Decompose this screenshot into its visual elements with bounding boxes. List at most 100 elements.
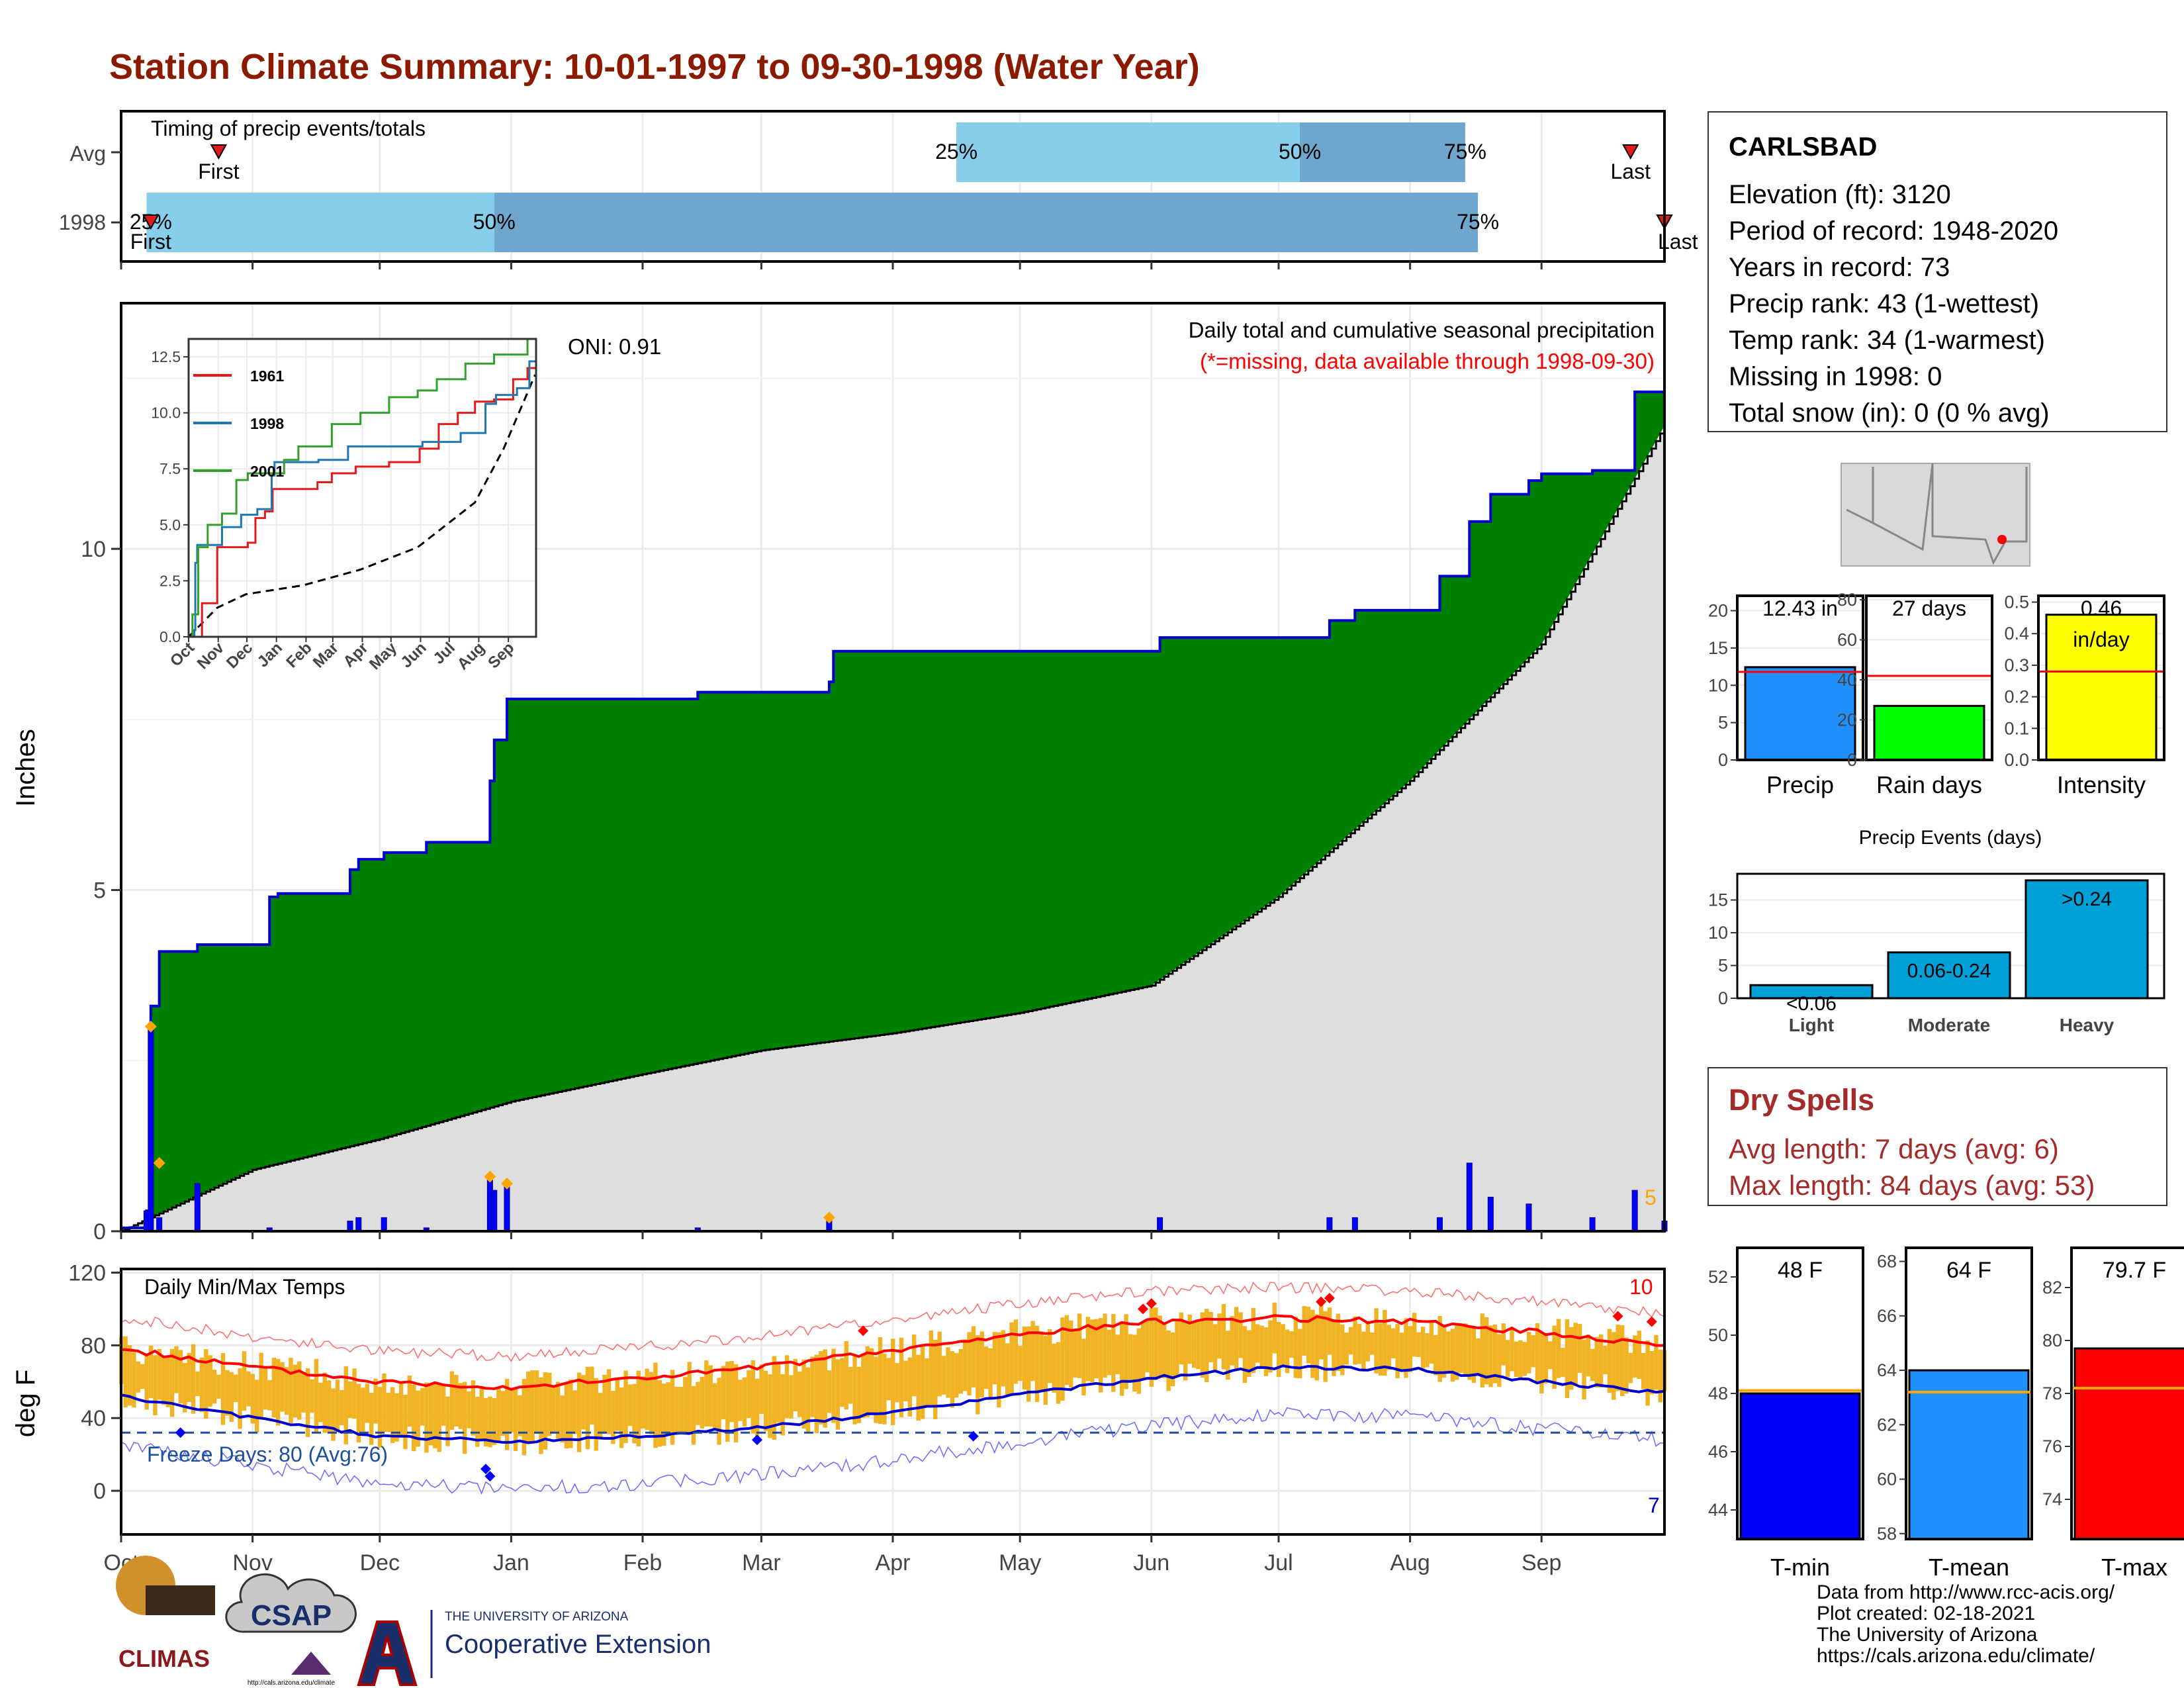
credit-line: The University of Arizona — [1817, 1624, 2038, 1646]
daily-temp-bar — [1556, 1319, 1561, 1378]
daily-temp-bar — [683, 1377, 688, 1434]
month-tick-label: Aug — [1390, 1550, 1430, 1575]
daily-temp-bar — [1437, 1315, 1442, 1382]
daily-temp-bar — [869, 1348, 874, 1415]
tmean-summary-tick-label: 58 — [1877, 1524, 1897, 1544]
daily-temp-bar — [1637, 1331, 1641, 1380]
daily-temp-bar — [1022, 1327, 1027, 1390]
csap-url: http://cals.arizona.edu/climate — [248, 1679, 336, 1687]
rain-days-summary-border — [1865, 594, 1993, 761]
inset-y-tick-label: 5.0 — [159, 516, 181, 534]
daily-temp-bar — [1162, 1322, 1167, 1378]
inset-line-1961 — [189, 367, 536, 638]
daily-temp-bar — [1628, 1352, 1633, 1383]
daily-temp-bar — [500, 1391, 505, 1436]
daily-temp-bar — [1251, 1307, 1255, 1374]
daily-temp-bar — [835, 1359, 841, 1430]
daily-temp-bar — [611, 1391, 615, 1444]
cold-days-count: 7 — [1648, 1493, 1660, 1517]
daily-temp-bar — [255, 1380, 259, 1433]
daily-temp-bar — [662, 1383, 666, 1446]
daily-temp-bar — [233, 1374, 238, 1403]
month-tick-label: Jan — [493, 1550, 529, 1575]
intensity-summary-tick-label: 0.4 — [2004, 624, 2029, 643]
daily-temp-bar — [1505, 1340, 1510, 1377]
daily-temp-bar — [1378, 1323, 1383, 1376]
intensity-summary-tick-label: 0.0 — [2004, 750, 2029, 770]
daily-temp-bar — [318, 1382, 323, 1423]
tmin-summary-axis-label: T-min — [1770, 1554, 1830, 1581]
daily-temp-bar — [1018, 1346, 1023, 1382]
daily-temp-bar — [289, 1358, 293, 1424]
daily-temp-bar — [123, 1336, 128, 1408]
intensity-summary-tick-label: 0.1 — [2004, 718, 2029, 738]
tmax-summary-tick-label: 76 — [2042, 1436, 2062, 1456]
dry-spells-avg: Avg length: 7 days (avg: 6) — [1729, 1133, 2059, 1164]
daily-temp-bar — [772, 1356, 777, 1440]
daily-temp-bar — [1429, 1321, 1434, 1364]
timing-row-avg: Avg — [69, 142, 106, 165]
daily-temp-bar — [518, 1395, 522, 1436]
station-line: Missing in 1998: 0 — [1729, 362, 1942, 391]
daily-temp-bar — [551, 1387, 556, 1433]
daily-temp-bar — [1212, 1324, 1218, 1370]
tmax-summary-axis-label: T-max — [2101, 1554, 2167, 1581]
daily-precip-bar — [1466, 1162, 1473, 1232]
daily-temp-bar — [1539, 1333, 1544, 1394]
daily-temp-bar — [751, 1360, 755, 1434]
daily-temp-bar — [1404, 1318, 1408, 1378]
precip-count-label: 5 — [1645, 1186, 1657, 1209]
daily-temp-bar — [937, 1331, 942, 1397]
daily-temp-bar — [347, 1381, 353, 1419]
cumulative-1998-line — [121, 383, 1666, 1229]
month-tick-label: May — [999, 1550, 1041, 1575]
daily-temp-bar — [1238, 1312, 1243, 1358]
daily-temp-bar — [929, 1330, 934, 1406]
daily-temp-bar — [619, 1387, 624, 1448]
daily-temp-bar — [1115, 1335, 1120, 1374]
inset-legend-label: 1998 — [250, 415, 284, 432]
tmin-summary-tick-label: 48 — [1708, 1383, 1728, 1403]
daily-temp-bar — [1412, 1313, 1417, 1357]
daily-temp-bar — [250, 1374, 255, 1424]
inset-y-tick-label: 0.0 — [159, 628, 181, 645]
daily-temp-bar — [602, 1374, 607, 1434]
record-low-marker — [484, 1471, 496, 1482]
daily-temp-bar — [576, 1372, 582, 1452]
daily-temp-bar — [1327, 1307, 1332, 1355]
temp-y-tick-label: 0 — [93, 1479, 106, 1504]
precip-summary-value-label: 12.43 in — [1762, 596, 1838, 620]
precip-summary-border — [1736, 594, 1864, 761]
daily-temp-bar — [886, 1358, 891, 1401]
daily-temp-bar — [1205, 1309, 1209, 1382]
daily-temp-bar — [1060, 1317, 1065, 1401]
daily-temp-bar — [1064, 1315, 1069, 1385]
dry-spells-box: Dry Spells Avg length: 7 days (avg: 6) M… — [1707, 1067, 2167, 1206]
tmean-summary-tick-label: 68 — [1877, 1252, 1897, 1272]
oni-label: ONI: 0.91 — [568, 334, 661, 359]
daily-temp-bar — [352, 1368, 357, 1419]
precip-surplus-area — [121, 383, 1664, 1231]
record-low-marker — [175, 1427, 186, 1438]
daily-temp-bar — [920, 1346, 925, 1419]
daily-temp-bar — [983, 1346, 989, 1389]
daily-temp-bar — [1154, 1307, 1158, 1380]
y1998-75-label: 75% — [1457, 210, 1499, 234]
dry-spells-title: Dry Spells — [1729, 1083, 1875, 1117]
intensity-summary-tick-label: 0.5 — [2004, 592, 2029, 612]
daily-temp-bar — [997, 1332, 1001, 1408]
temp-y-tick-label: 80 — [81, 1333, 106, 1358]
daily-temp-bar — [1217, 1313, 1222, 1359]
daily-temp-bar — [992, 1332, 997, 1385]
daily-temp-bar — [361, 1387, 365, 1432]
credit-line: Plot created: 02-18-2021 — [1817, 1603, 2036, 1624]
daily-temp-bar — [763, 1370, 768, 1431]
daily-temp-bar — [754, 1378, 760, 1438]
daily-temp-bar — [454, 1375, 459, 1427]
avg-first-label: First — [198, 160, 239, 183]
daily-temp-bar — [1387, 1325, 1391, 1370]
station-name: CARLSBAD — [1729, 132, 1878, 162]
daily-precip-bar — [1525, 1203, 1532, 1232]
daily-temp-bar — [941, 1356, 946, 1395]
daily-temp-bar — [903, 1360, 908, 1402]
